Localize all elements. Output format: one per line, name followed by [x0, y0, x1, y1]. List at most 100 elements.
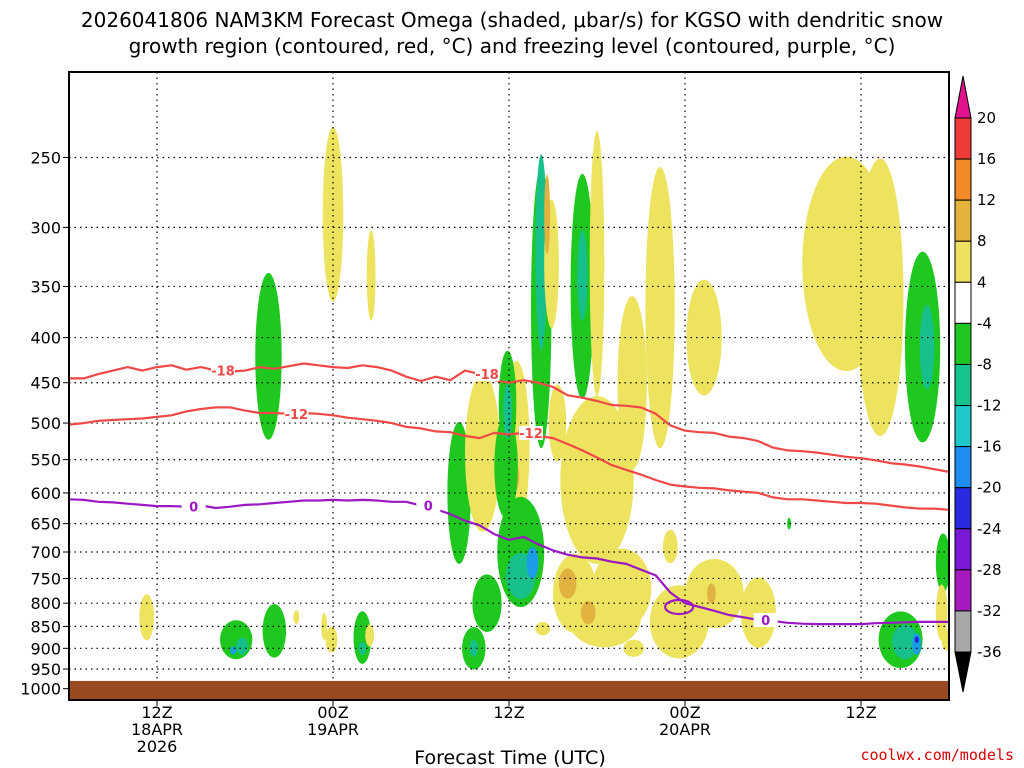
omega-shading-layer: [139, 127, 949, 670]
omega-region: [891, 624, 919, 660]
colorbar-label: -8: [977, 355, 992, 373]
omega-region: [580, 600, 596, 625]
contour-label-bg: [416, 498, 441, 513]
y-tick-label: 450: [30, 374, 61, 393]
contour-label: 0: [424, 500, 433, 515]
x-tick-label: 12Z: [845, 703, 876, 722]
x-tick-label: 00Z: [317, 703, 348, 722]
colorbar-segment: [954, 322, 972, 365]
colorbar-segment: [954, 281, 972, 324]
colorbar-segment: [954, 446, 972, 489]
omega-region: [447, 421, 471, 564]
y-tick-label: 400: [30, 329, 61, 348]
terrain-block: [69, 680, 949, 700]
omega-region: [535, 154, 548, 350]
colorbar-label: -20: [977, 479, 1002, 497]
y-tick-label: 800: [30, 594, 61, 613]
colorbar-segment: [954, 363, 972, 407]
omega-region: [544, 174, 551, 255]
contour-label-bg: [284, 406, 309, 421]
y-tick-label: 850: [30, 617, 61, 636]
omega-region: [139, 594, 155, 641]
omega-region: [623, 639, 644, 657]
omega-region: [255, 272, 282, 440]
omega-region: [353, 611, 372, 664]
colorbar-label: -28: [977, 561, 1002, 579]
omega-region: [469, 639, 479, 657]
omega-region: [465, 373, 501, 532]
contour-layer: -18 -18 -12 -12 0 0 0: [69, 362, 949, 629]
colorbar-segment: [954, 528, 972, 571]
colorbar-segment: [954, 117, 972, 160]
omega-region: [589, 131, 605, 397]
contour-label-bg: [475, 367, 499, 382]
colorbar-label: -36: [977, 643, 1002, 661]
contour-label: 0: [761, 614, 770, 629]
colorbar-label: -12: [977, 397, 1002, 415]
contour-label: -12: [519, 427, 543, 442]
omega-region: [325, 626, 338, 653]
contour-label: -18: [475, 368, 499, 383]
colorbar-label: 4: [977, 273, 987, 291]
y-axis-labels: 250 300 350 400 450 500 550 600 650 700 750 800 850 9…: [20, 148, 69, 699]
y-tick-label: 1000: [20, 680, 61, 699]
y-tick-label: 650: [30, 515, 61, 534]
omega-region: [322, 127, 344, 302]
plot-area: -18 -18 -12 -12 0 0 0: [68, 71, 950, 701]
omega-region: [577, 230, 588, 321]
y-tick-label: 600: [30, 484, 61, 503]
colorbar-segment: [954, 158, 972, 201]
colorbar-label: 12: [977, 191, 996, 209]
omega-region: [912, 633, 922, 655]
colorbar-label: -4: [977, 314, 992, 332]
omega-region: [740, 577, 776, 648]
x-tick-label: 20APR: [659, 720, 711, 739]
omega-region: [526, 546, 539, 579]
contour-label-bg: [519, 425, 543, 440]
omega-region: [645, 167, 675, 449]
omega-region: [558, 568, 577, 599]
omega-region: [914, 636, 919, 643]
y-tick-label: 750: [30, 569, 61, 588]
omega-region: [358, 641, 367, 655]
x-tick-label: 00Z: [669, 703, 700, 722]
contour-label: 0: [189, 501, 198, 516]
colorbar-label: 8: [977, 232, 987, 250]
omega-region: [366, 230, 376, 321]
x-tick-label: 12Z: [141, 703, 172, 722]
contour-label: -12: [285, 408, 309, 423]
omega-region: [663, 529, 678, 564]
colorbar-segment: [954, 240, 972, 283]
x-tick-label: 19APR: [307, 720, 359, 739]
colorbar-segment: [954, 199, 972, 242]
contour-zero: [69, 498, 949, 626]
y-tick-label: 950: [30, 660, 61, 679]
omega-region: [230, 646, 237, 655]
y-tick-label: 350: [30, 277, 61, 296]
colorbar-top-arrow: [954, 75, 972, 119]
contour-minus12: [69, 406, 949, 511]
y-tick-label: 900: [30, 639, 61, 658]
y-tick-label: 500: [30, 414, 61, 433]
omega-region: [262, 604, 287, 658]
contour-label-bg: [753, 613, 778, 628]
colorbar: 20 16 12 8 4 -4 -8 -12 -16 -20 -24 -28 -32 -36: [954, 75, 1002, 693]
omega-region: [293, 610, 300, 625]
colorbar-bottom-arrow: [954, 651, 972, 693]
contour-label-bg: [181, 499, 206, 514]
omega-region: [321, 612, 328, 640]
colorbar-label: -32: [977, 602, 1002, 620]
y-tick-label: 300: [30, 218, 61, 237]
omega-region: [503, 383, 512, 440]
colorbar-label: 16: [977, 150, 996, 168]
colorbar-segment: [954, 405, 972, 448]
contour-zero-loop: [664, 598, 695, 616]
y-tick-label: 700: [30, 543, 61, 562]
colorbar-label: 20: [977, 109, 996, 127]
contour-label-bg: [211, 363, 235, 378]
y-tick-label: 250: [30, 148, 61, 167]
omega-region: [787, 517, 792, 530]
colorbar-label: -16: [977, 438, 1002, 456]
